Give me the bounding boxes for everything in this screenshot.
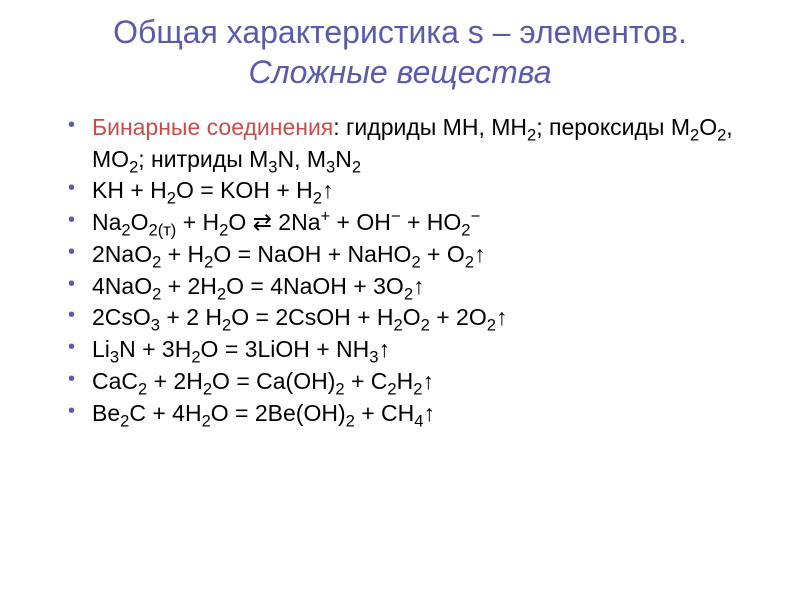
intro-label: Бинарные соединения	[92, 114, 333, 140]
intro-line: Бинарные соединения: гидриды MH, MH2; пе…	[68, 112, 760, 175]
equation-line: 2NaO2 + H2O = NaOH + NaHO2 + O2↑	[68, 239, 760, 271]
equation-line: 4NaO2 + 2H2O = 4NaOH + 3O2↑	[68, 271, 760, 303]
title-line-1: Общая характеристика s – элементов.	[113, 14, 687, 50]
equation-line: Li3N + 3H2O = 3LiOH + NH3↑	[68, 334, 760, 366]
title-line-2: Сложные вещества	[248, 54, 551, 90]
slide-title: Общая характеристика s – элементов. Слож…	[40, 12, 760, 92]
equation-line: 2CsO3 + 2 H2O = 2CsOH + H2O2 + 2O2↑	[68, 302, 760, 334]
slide-content: Бинарные соединения: гидриды MH, MH2; пе…	[40, 112, 760, 429]
slide-container: Общая характеристика s – элементов. Слож…	[0, 0, 800, 600]
equation-line: KH + H2O = KOH + H2↑	[68, 175, 760, 207]
equation-line: Na2O2(т) + H2O ⇄ 2Na+ + OH− + HO2−	[68, 207, 760, 239]
equation-line: CaC2 + 2H2O = Ca(OH)2 + C2H2↑	[68, 366, 760, 398]
equation-line: Be2C + 4H2O = 2Be(OH)2 + CH4↑	[68, 398, 760, 430]
